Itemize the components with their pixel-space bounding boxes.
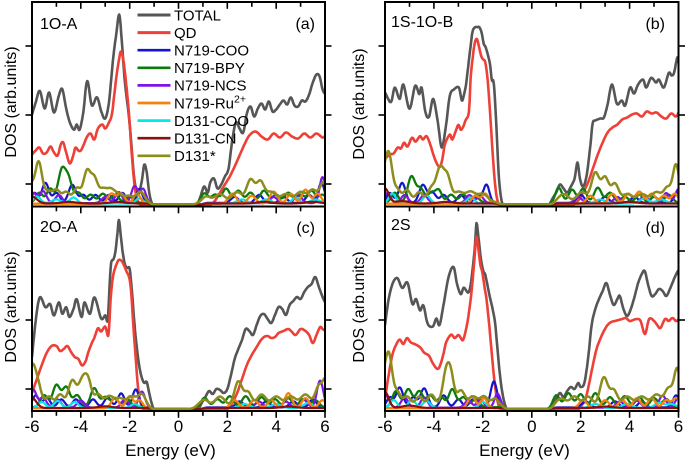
- svg-text:-4: -4: [426, 417, 441, 436]
- svg-text:N719-Ru2+: N719-Ru2+: [174, 93, 246, 112]
- svg-text:2S: 2S: [391, 217, 411, 234]
- svg-text:6: 6: [674, 417, 683, 436]
- svg-text:-6: -6: [24, 417, 39, 436]
- svg-text:DOS (arb.units): DOS (arb.units): [351, 48, 368, 159]
- svg-text:-2: -2: [475, 417, 490, 436]
- svg-text:N719-COO: N719-COO: [174, 43, 249, 60]
- svg-text:-6: -6: [377, 417, 392, 436]
- svg-text:0: 0: [174, 417, 183, 436]
- svg-text:Energy (eV): Energy (eV): [479, 441, 570, 460]
- svg-text:(b): (b): [645, 16, 665, 33]
- svg-text:N719-NCS: N719-NCS: [174, 78, 247, 95]
- svg-text:(c): (c): [296, 220, 315, 237]
- svg-text:DOS (arb.units): DOS (arb.units): [351, 251, 368, 362]
- svg-text:DOS (arb.units): DOS (arb.units): [3, 251, 20, 362]
- svg-text:-2: -2: [122, 417, 137, 436]
- svg-text:4: 4: [625, 417, 634, 436]
- svg-text:2: 2: [576, 417, 585, 436]
- svg-text:4: 4: [271, 417, 280, 436]
- svg-text:6: 6: [320, 417, 329, 436]
- svg-text:D131-COO: D131-COO: [174, 113, 249, 130]
- svg-text:1S-1O-B: 1S-1O-B: [391, 14, 453, 31]
- svg-text:DOS (arb.units): DOS (arb.units): [3, 46, 20, 157]
- svg-text:2O-A: 2O-A: [40, 219, 78, 236]
- svg-text:D131*: D131*: [174, 148, 216, 165]
- svg-text:QD: QD: [174, 25, 197, 42]
- svg-text:(a): (a): [295, 16, 315, 33]
- svg-text:-4: -4: [73, 417, 88, 436]
- svg-text:D131-CN: D131-CN: [174, 131, 237, 148]
- svg-text:TOTAL: TOTAL: [174, 7, 221, 24]
- svg-text:0: 0: [527, 417, 536, 436]
- svg-text:1O-A: 1O-A: [40, 16, 78, 33]
- svg-text:(d): (d): [645, 220, 665, 237]
- svg-text:N719-BPY: N719-BPY: [174, 60, 245, 77]
- svg-text:Energy (eV): Energy (eV): [125, 441, 216, 460]
- svg-text:2: 2: [223, 417, 232, 436]
